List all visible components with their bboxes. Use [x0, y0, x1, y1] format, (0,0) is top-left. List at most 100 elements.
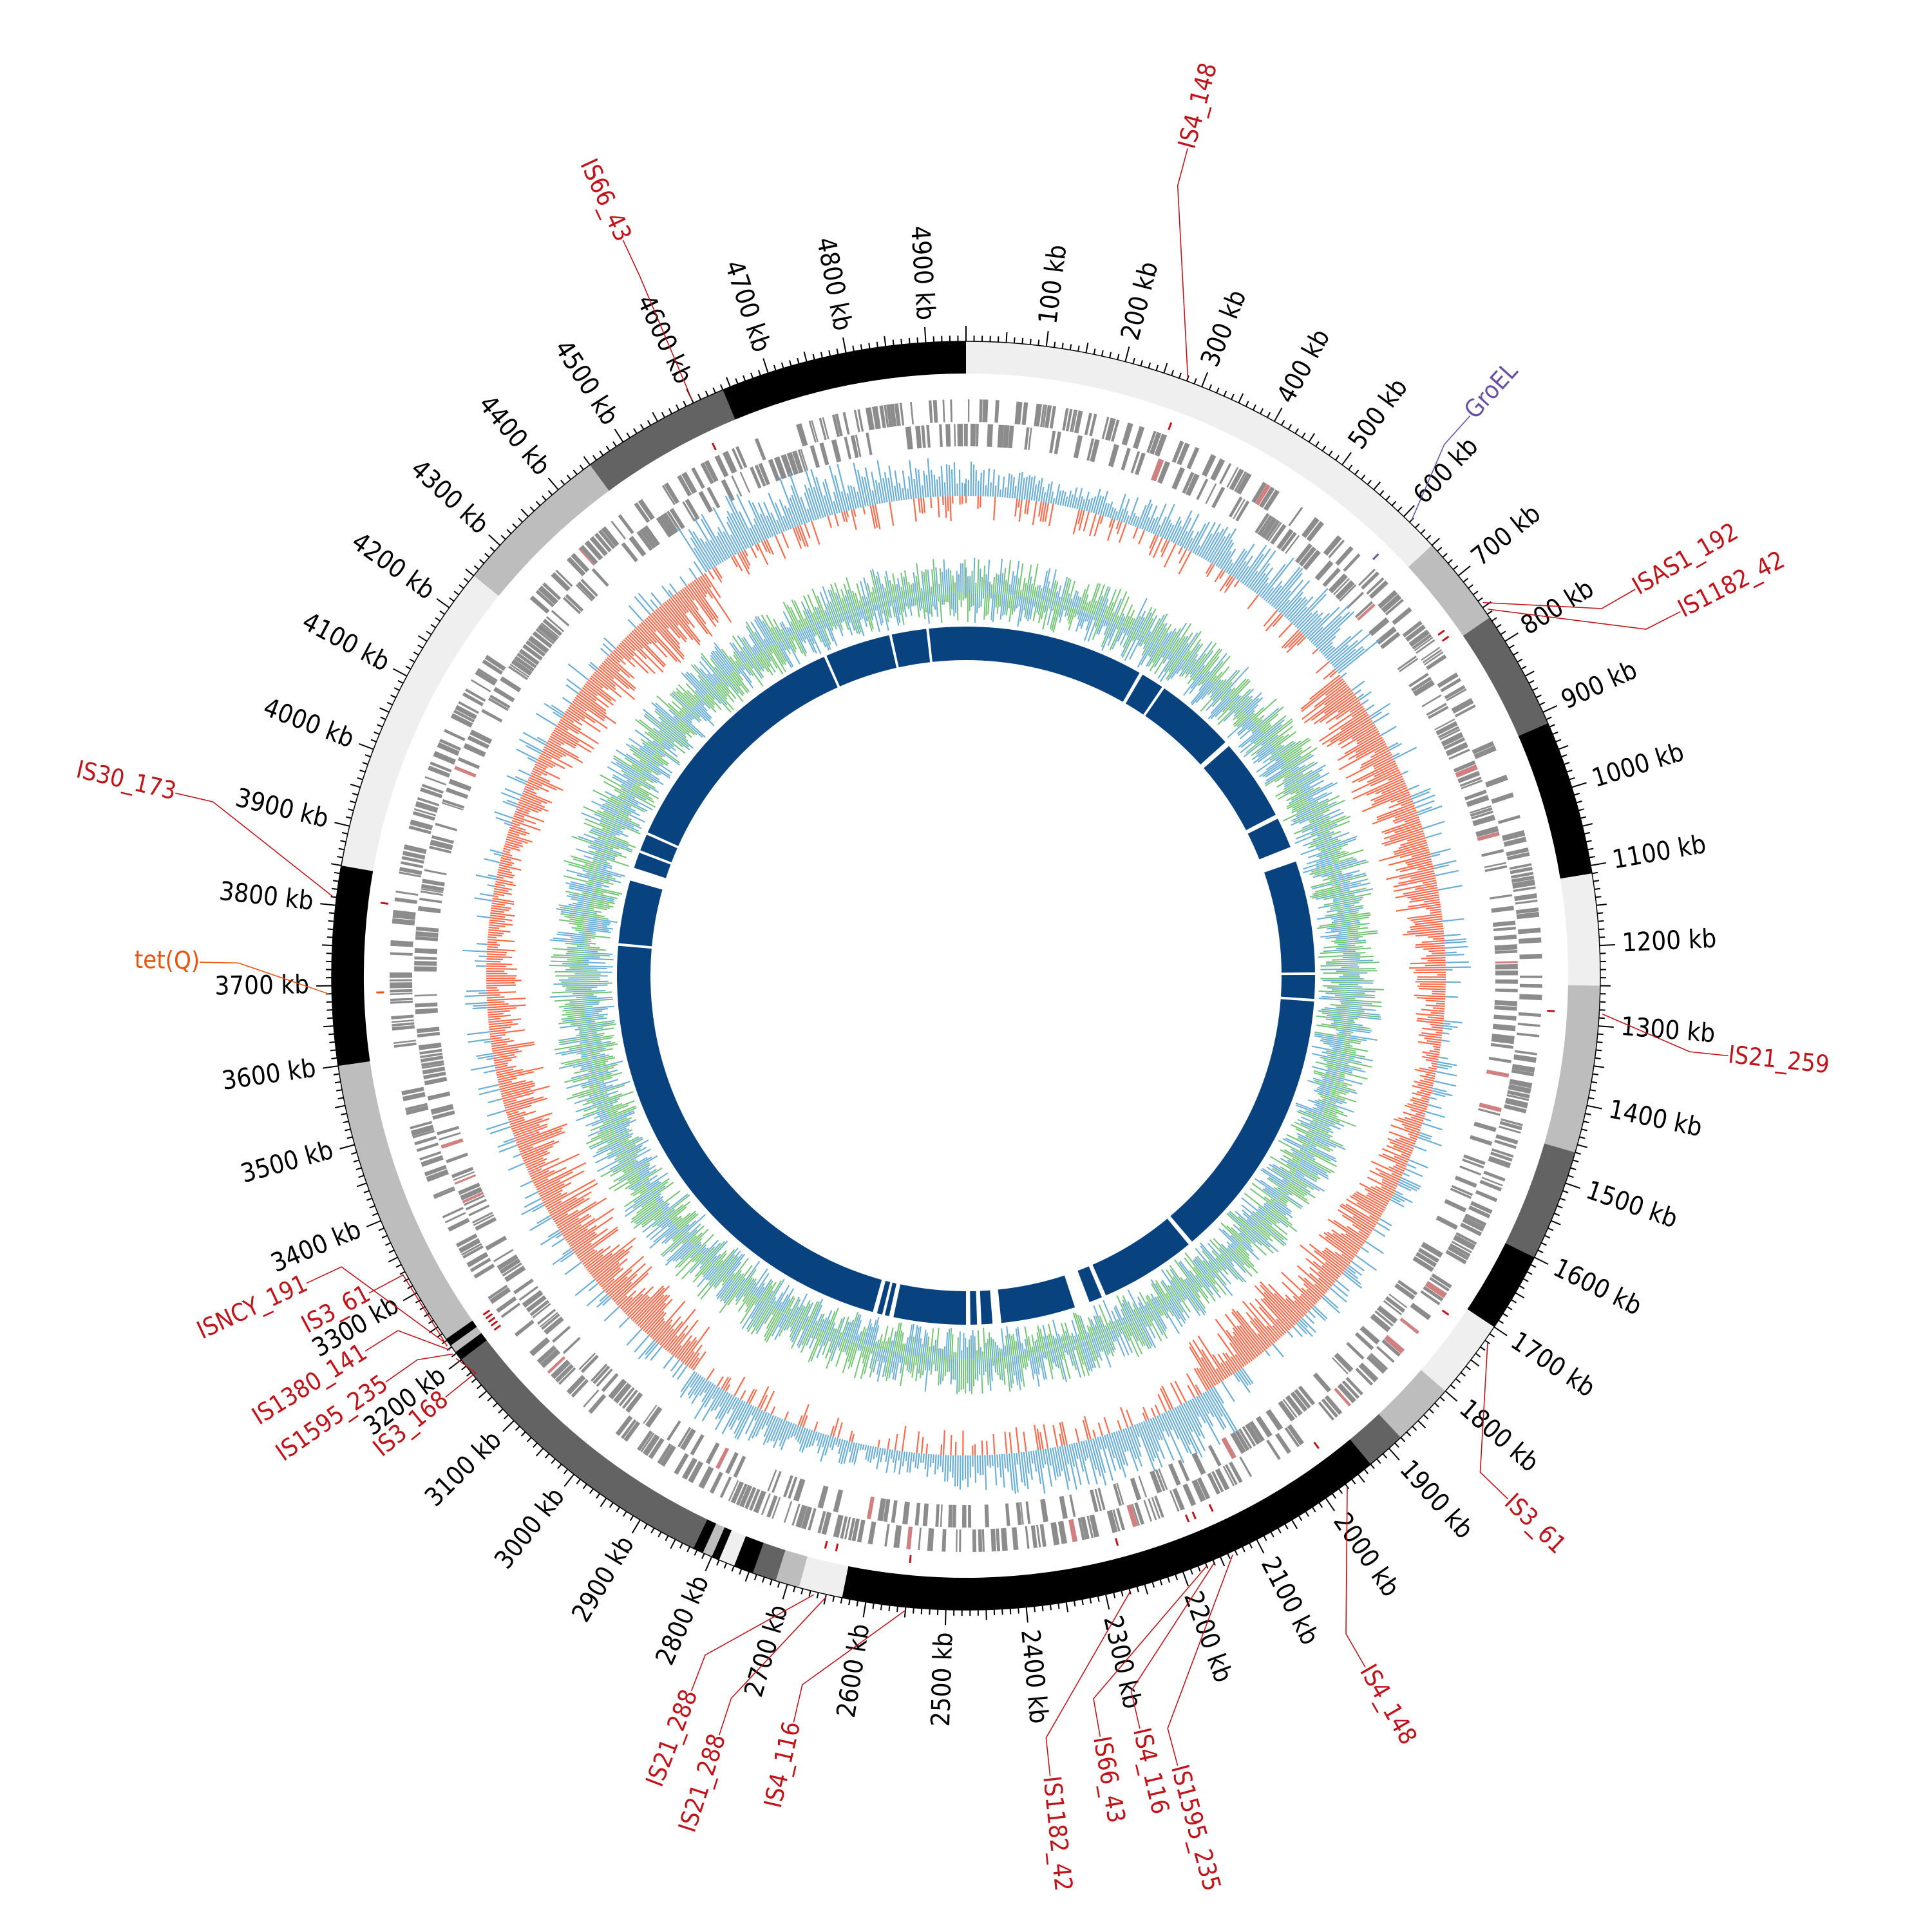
contig-segment: [775, 1549, 808, 1588]
gc-content-track: [549, 557, 1385, 1394]
contig-segment: [461, 1340, 708, 1549]
tick-label: 1200 kb: [1622, 924, 1718, 958]
contig-segment: [719, 1530, 746, 1566]
contig-segment: [799, 1556, 849, 1598]
annotation-leader-line: [1045, 1591, 1131, 1777]
annotation-label: IS3_61: [1499, 1488, 1572, 1559]
tick-label: 3100 kb: [419, 1425, 507, 1513]
annotation-leader-line: [1345, 1486, 1366, 1668]
tick-label: 4000 kb: [260, 692, 358, 753]
tick-label: 4600 kb: [631, 290, 699, 388]
alignment-block: [929, 627, 966, 662]
annotation-marker: [490, 1320, 498, 1327]
annotation-marker: [1208, 1504, 1214, 1512]
contig-segment: [966, 341, 1432, 567]
alignment-block: [980, 1290, 993, 1325]
alignment-blocks-ring: [617, 627, 1316, 1325]
annotation-marker: [835, 1543, 839, 1551]
tick-label: 4400 kb: [473, 390, 556, 481]
annotation-leader-line: [175, 792, 334, 898]
tick-label: 4700 kb: [719, 257, 776, 356]
annotation-label: IS1182_42: [1037, 1775, 1078, 1893]
contig-segment: [589, 390, 735, 491]
annotation-leader-line: [306, 1266, 445, 1343]
annotation-marker: [1115, 1538, 1119, 1546]
contig-segment: [446, 1320, 477, 1346]
contig-segment: [752, 1542, 786, 1581]
tick-label: 1600 kb: [1549, 1253, 1647, 1321]
annotation-leader-line: [445, 1358, 477, 1398]
gc-skew-negative: [486, 495, 1446, 1456]
contig-segment: [1505, 1143, 1575, 1258]
annotation-leader-line: [719, 1597, 826, 1736]
tick-label: 3400 kb: [267, 1215, 365, 1278]
annotation-leader-line: [1479, 1342, 1509, 1500]
alignment-block: [1204, 746, 1276, 831]
contig-segment: [1350, 1414, 1401, 1464]
tick-label: 900 kb: [1557, 655, 1642, 715]
tick-label: 4800 kb: [811, 235, 858, 334]
tick-label: 3500 kb: [238, 1135, 337, 1189]
annotation-marker: [493, 1324, 502, 1331]
annotation-label: ISNCY_191: [193, 1269, 312, 1345]
contig-segment: [473, 464, 609, 596]
contig-segment: [341, 575, 499, 871]
alignment-block: [1092, 1218, 1189, 1296]
alignment-block: [876, 1280, 891, 1315]
tick-label: 200 kb: [1115, 259, 1164, 343]
annotation-label: IS21_259: [1727, 1040, 1830, 1079]
tick-label: 2000 kb: [1327, 1508, 1405, 1602]
tick-label: 4500 kb: [549, 335, 625, 430]
annotation-marker: [909, 1555, 912, 1563]
alignment-block: [1077, 1266, 1102, 1302]
contig-segment: [1544, 985, 1600, 1153]
tick-label: 2300 kb: [1097, 1613, 1147, 1711]
alignment-block: [647, 656, 838, 846]
tick-label: 3800 kb: [218, 876, 315, 916]
contig-segment: [842, 1439, 1371, 1611]
annotation-leader-line: [1487, 609, 1681, 630]
annotation-marker: [1437, 629, 1445, 636]
tick-label: 3900 kb: [232, 783, 331, 834]
alignment-block: [884, 1282, 897, 1316]
tick-label: 1800 kb: [1454, 1394, 1544, 1478]
annotation-leader-line: [365, 1330, 450, 1352]
contig-segment: [1560, 873, 1601, 986]
tick-marks: [316, 326, 1615, 1625]
annotation-leader-line: [793, 1609, 906, 1723]
annotation-leader-line: [385, 1353, 453, 1383]
annotation-leader-line: [690, 1594, 814, 1692]
annotation-marker: [1191, 1511, 1197, 1520]
contig-segment: [332, 865, 374, 1066]
tick-label: 4900 kb: [905, 225, 940, 321]
contig-segment: [1467, 1243, 1535, 1327]
contig-segment: [1518, 723, 1593, 879]
tick-label: 1500 kb: [1582, 1175, 1681, 1234]
annotation-marker: [1441, 636, 1450, 642]
cds-highlighted: [440, 458, 1518, 1549]
tick-label: 2400 kb: [1015, 1628, 1054, 1725]
alignment-block: [1264, 861, 1315, 973]
annotation-marker: [485, 1313, 493, 1320]
alignment-block: [634, 853, 671, 878]
contig-segment: [734, 1536, 764, 1573]
tick-label: 3000 kb: [489, 1482, 571, 1575]
alignment-block: [970, 1291, 978, 1325]
gc-content-high: [549, 559, 1385, 1394]
tick-label: 800 kb: [1516, 574, 1599, 641]
tick-label: 300 kb: [1195, 286, 1253, 371]
annotation-marker: [1441, 1309, 1450, 1316]
contig-segment: [712, 1527, 732, 1560]
position-tick-ring: [316, 326, 1615, 1625]
tick-label: 400 kb: [1271, 324, 1336, 408]
tick-label: 4200 kb: [346, 527, 440, 606]
tick-label: 1100 kb: [1610, 829, 1708, 875]
annotation-marker: [488, 1316, 496, 1323]
alignment-block: [618, 880, 663, 947]
gc-content-low: [549, 557, 1382, 1394]
contig-segment: [693, 1519, 717, 1553]
tick-label: 100 kb: [1033, 243, 1072, 326]
tick-label: 2700 kb: [739, 1602, 793, 1701]
